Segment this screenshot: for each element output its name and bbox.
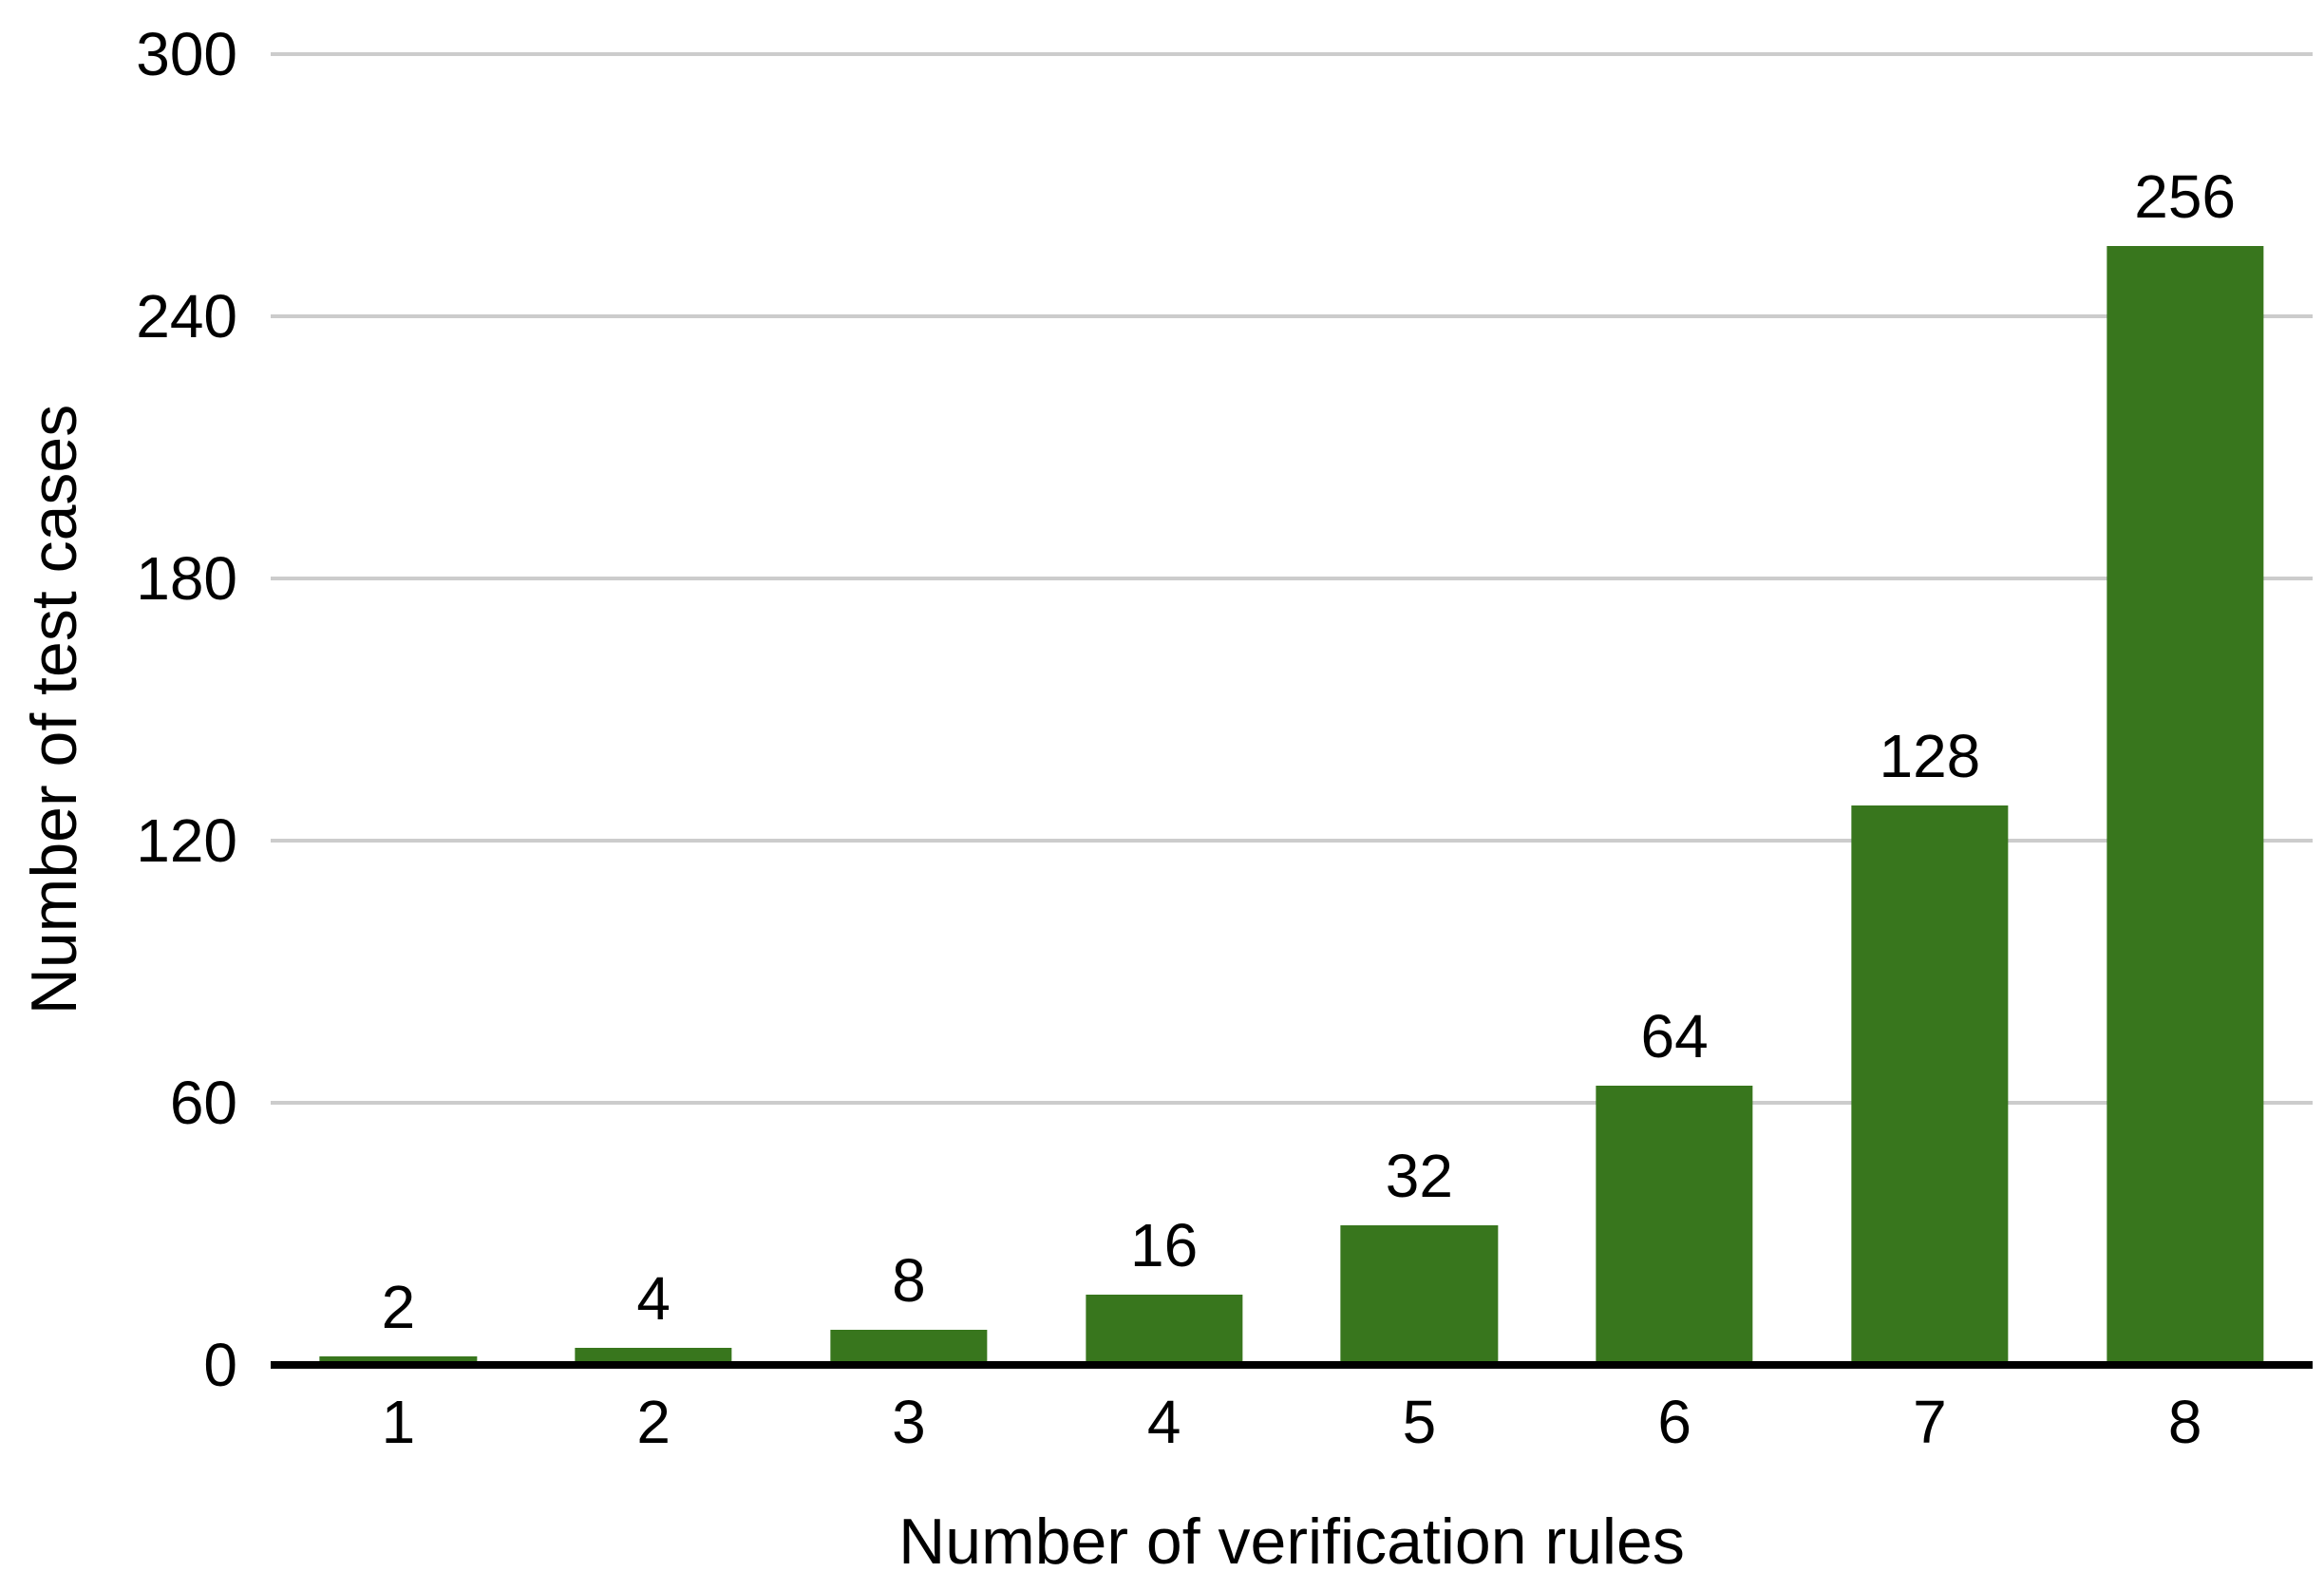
bar-group: 16 4	[1036, 54, 1292, 1452]
plot-area: 0 60 120 180 240 300 2 1 4 2 8 3 16 4 32 5 64 6 128 7 256 8	[136, 24, 2313, 1452]
y-axis-tick-labels: 0 60 120 180 240 300	[9, 24, 237, 1395]
bar	[1340, 1224, 1499, 1365]
bars-layer: 2 1 4 2 8 3 16 4 32 5 64 6 128 7 256 8	[271, 54, 2313, 1452]
y-axis-tick-label: 0	[203, 1331, 237, 1399]
bar	[1085, 1295, 1243, 1365]
x-axis-line	[271, 1361, 2313, 1369]
y-axis-tick-label: 180	[136, 544, 237, 613]
bar-value-label: 32	[1385, 1141, 1453, 1210]
x-axis-title: Number of verification rules	[898, 1506, 1685, 1578]
x-axis-tick-label: 1	[381, 1388, 416, 1456]
y-axis-tick-label: 60	[169, 1069, 237, 1137]
x-axis-tick-label: 6	[1657, 1388, 1691, 1456]
bar-value-label: 256	[2134, 162, 2237, 232]
gridline	[271, 314, 2313, 318]
y-axis-tick-label: 240	[136, 282, 237, 350]
bar-value-label: 64	[1640, 1001, 1709, 1070]
bar	[319, 1355, 478, 1365]
bar	[1596, 1085, 1753, 1365]
bar-value-label: 8	[892, 1246, 926, 1316]
x-axis-tick-label: 3	[892, 1388, 926, 1456]
gridline	[271, 1101, 2313, 1105]
y-axis-tick-label: 120	[136, 806, 237, 875]
bar	[830, 1330, 988, 1365]
bar-value-label: 128	[1879, 722, 1981, 791]
bar-value-label: 4	[636, 1263, 671, 1333]
bar-value-label: 16	[1130, 1211, 1199, 1280]
y-axis-tick-label: 300	[136, 20, 237, 88]
x-axis-tick-label: 7	[1913, 1388, 1947, 1456]
x-axis-tick-label: 2	[636, 1388, 671, 1456]
bar	[2106, 246, 2264, 1365]
gridline	[271, 577, 2313, 580]
bar	[575, 1347, 732, 1365]
bar-value-label: 2	[381, 1272, 416, 1341]
bar	[1851, 805, 2009, 1365]
x-axis-tick-label: 8	[2167, 1388, 2202, 1456]
bar-group: 256 8	[2057, 54, 2313, 1452]
gridline	[271, 839, 2313, 843]
bar-group: 128 7	[1803, 54, 2058, 1452]
gridline	[271, 52, 2313, 56]
bar-group: 32 5	[1292, 54, 1547, 1452]
bar-group: 64 6	[1547, 54, 1803, 1452]
x-axis-tick-label: 5	[1402, 1388, 1437, 1456]
x-axis-tick-label: 4	[1146, 1388, 1181, 1456]
